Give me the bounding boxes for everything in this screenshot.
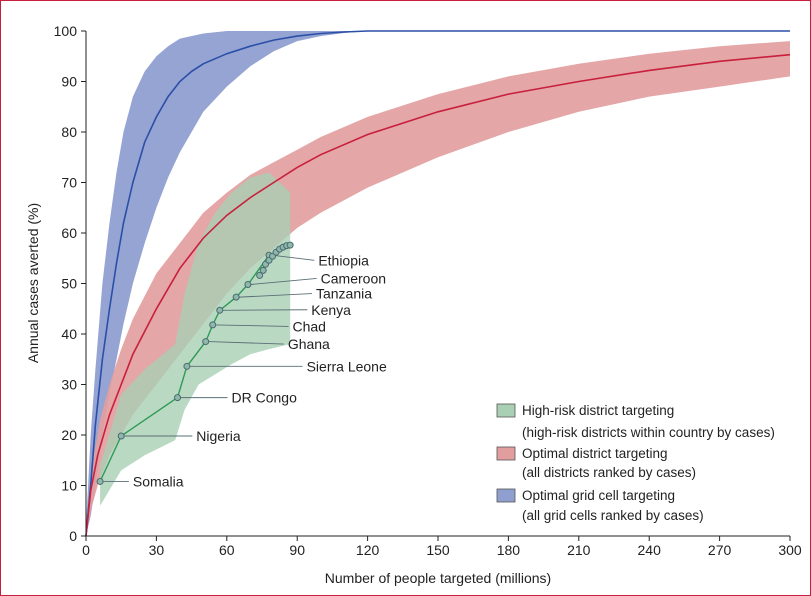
y-tick-label: 100 xyxy=(54,23,78,39)
legend-sublabel-red: (all districts ranked by cases) xyxy=(522,465,696,480)
marker-extra xyxy=(259,266,267,274)
x-tick-label: 300 xyxy=(778,542,802,558)
x-tick-label: 120 xyxy=(356,542,380,558)
x-tick-label: 180 xyxy=(497,542,521,558)
legend: High-risk district targeting (high-risk … xyxy=(496,403,775,523)
label-ethiopia: Ethiopia xyxy=(318,252,369,268)
x-axis-title: Number of people targeted (millions) xyxy=(325,570,551,586)
lines-layer xyxy=(85,30,791,537)
bands-layer xyxy=(86,31,790,536)
leader-ethiopia xyxy=(271,254,315,261)
marker-cameroon xyxy=(244,281,252,289)
y-tick-label: 40 xyxy=(61,326,77,342)
legend-sublabel-green: (high-risk districts within country by c… xyxy=(522,425,775,440)
y-tick-label: 50 xyxy=(61,276,77,292)
marker-ghana xyxy=(202,338,210,346)
leader-kenya xyxy=(222,309,308,311)
x-tick-label: 30 xyxy=(149,542,165,558)
x-tick-label: 90 xyxy=(289,542,305,558)
x-tick-label: 0 xyxy=(82,542,90,558)
y-axis-title: Annual cases averted (%) xyxy=(25,203,41,363)
marker-dr-congo xyxy=(174,394,182,402)
legend-label-red: Optimal district targeting xyxy=(522,446,668,461)
label-ghana: Ghana xyxy=(288,336,330,352)
legend-label-green: High-risk district targeting xyxy=(522,403,674,418)
legend-swatch-blue xyxy=(496,488,516,503)
legend-swatch-red xyxy=(496,446,516,461)
label-cameroon: Cameroon xyxy=(321,270,386,286)
marker-extra xyxy=(286,241,294,249)
leader-ghana xyxy=(208,341,284,345)
y-tick-label: 90 xyxy=(61,74,77,90)
label-tanzania: Tanzania xyxy=(316,286,372,302)
label-kenya: Kenya xyxy=(311,302,351,318)
axes-layer: 0 30 60 90 120 150 180 210 240 270 300 0 10 20 30 40 50 6… xyxy=(54,23,802,558)
label-sierra-leone: Sierra Leone xyxy=(307,358,387,374)
label-somalia: Somalia xyxy=(133,473,184,489)
y-tick-label: 80 xyxy=(61,124,77,140)
x-tick-label: 240 xyxy=(638,542,662,558)
legend-swatch-green xyxy=(496,403,516,418)
line-district-targeting xyxy=(85,53,791,537)
y-tick-label: 60 xyxy=(61,225,77,241)
green-series-layer: Somalia Nigeria DR Congo Sierra Leone Ghana C… xyxy=(96,241,387,489)
band-high-risk-targeting xyxy=(100,172,291,506)
label-nigeria: Nigeria xyxy=(196,428,241,444)
y-tick-label: 10 xyxy=(61,478,77,494)
label-chad: Chad xyxy=(293,318,326,334)
leader-chad xyxy=(215,324,289,327)
x-tick-label: 150 xyxy=(426,542,450,558)
marker-nigeria xyxy=(117,432,125,440)
marker-tanzania xyxy=(232,293,240,301)
y-tick-label: 0 xyxy=(69,528,77,544)
band-grid-cell-targeting xyxy=(86,31,790,536)
legend-sublabel-blue: (all grid cells ranked by cases) xyxy=(522,508,704,523)
legend-label-blue: Optimal grid cell targeting xyxy=(522,488,675,503)
marker-sierra-leone xyxy=(183,362,191,370)
y-tick-label: 30 xyxy=(61,377,77,393)
y-tick-label: 70 xyxy=(61,175,77,191)
y-tick-label: 20 xyxy=(61,427,77,443)
marker-kenya xyxy=(216,306,224,314)
marker-extra xyxy=(256,271,264,279)
marker-chad xyxy=(209,321,217,329)
leader-cameroon xyxy=(250,278,317,285)
x-tick-label: 270 xyxy=(708,542,732,558)
line-grid-cell-targeting xyxy=(85,30,790,537)
leader-tanzania xyxy=(239,293,312,298)
label-dr-congo: DR Congo xyxy=(231,390,297,406)
marker-somalia xyxy=(96,477,104,485)
x-tick-label: 210 xyxy=(567,542,591,558)
x-tick-label: 60 xyxy=(219,542,235,558)
